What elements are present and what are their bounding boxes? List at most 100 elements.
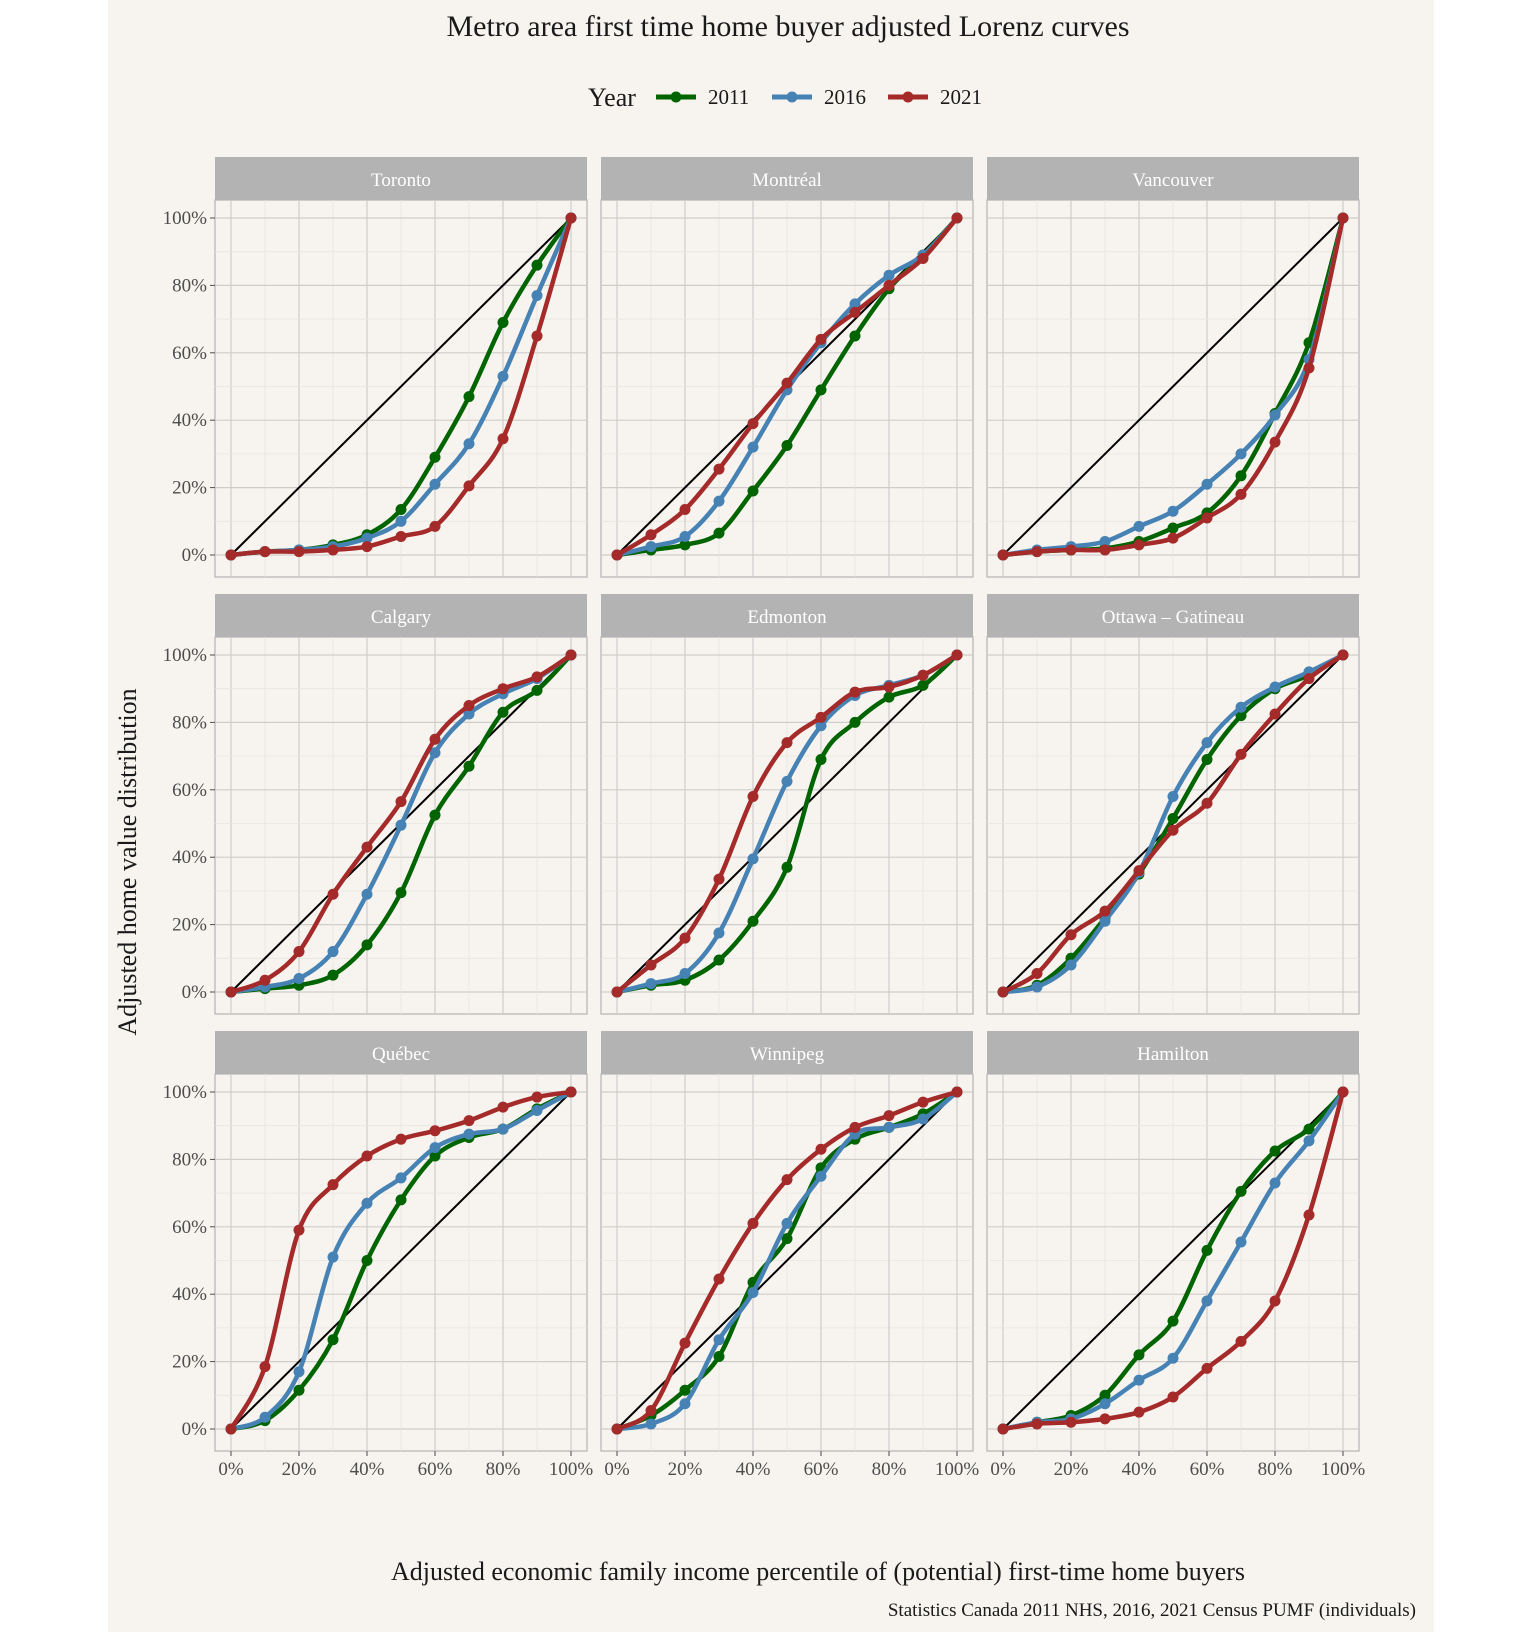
data-point	[327, 1251, 339, 1263]
x-tick-label: 80%	[1258, 1459, 1293, 1480]
data-point	[225, 1423, 237, 1435]
equality-line	[230, 217, 572, 556]
data-point	[917, 252, 929, 264]
data-point	[781, 1174, 793, 1186]
panel-grid	[601, 200, 973, 577]
data-point	[259, 1361, 271, 1373]
data-point	[531, 1105, 543, 1117]
data-point	[679, 504, 691, 516]
y-tick-label: 100%	[163, 1082, 208, 1103]
data-point	[463, 708, 475, 720]
panel-grid	[987, 1074, 1359, 1451]
x-tick-label: 40%	[736, 1459, 771, 1480]
data-point	[997, 986, 1009, 998]
data-point	[849, 716, 861, 728]
data-point	[1167, 791, 1179, 803]
data-point	[1099, 1413, 1111, 1425]
data-point	[713, 527, 725, 539]
y-tick-label: 20%	[172, 478, 207, 499]
data-point	[997, 549, 1009, 561]
y-tick-label: 80%	[172, 275, 207, 296]
y-tick-label: 100%	[163, 208, 208, 229]
data-point	[1099, 915, 1111, 927]
data-point	[781, 1217, 793, 1229]
data-point	[327, 888, 339, 900]
data-point	[1099, 1389, 1111, 1401]
data-point	[1065, 1416, 1077, 1428]
y-tick-label: 0%	[182, 982, 208, 1003]
data-point	[849, 298, 861, 310]
data-point	[679, 1384, 691, 1396]
data-point	[1031, 967, 1043, 979]
data-point	[429, 520, 441, 532]
data-point	[1065, 929, 1077, 941]
data-point	[645, 978, 657, 990]
y-tick-label: 80%	[172, 712, 207, 733]
data-point	[849, 1121, 861, 1133]
x-tick-label: 100%	[549, 1459, 594, 1480]
data-point	[815, 720, 827, 732]
facet-title: Winnipeg	[750, 1044, 825, 1065]
data-point	[713, 873, 725, 885]
data-point	[1167, 505, 1179, 517]
legend-entry-2011: 2011	[656, 85, 749, 109]
data-point	[679, 967, 691, 979]
data-point	[1167, 1352, 1179, 1364]
series-2021	[225, 212, 577, 561]
x-tick-label: 20%	[668, 1459, 703, 1480]
series-line-2021	[1000, 1089, 1346, 1432]
equality-line	[1002, 1091, 1344, 1430]
x-tick-label: 40%	[1122, 1459, 1157, 1480]
data-point	[713, 954, 725, 966]
facet-title: Toronto	[371, 170, 431, 191]
panel-grid	[215, 1074, 587, 1451]
legend-label: 2016	[824, 85, 866, 109]
x-tick-label: 0%	[604, 1459, 630, 1480]
data-point	[1031, 981, 1043, 993]
y-tick-label: 20%	[172, 1352, 207, 1373]
legend-key-point	[902, 91, 914, 103]
facet-québec: Québec 0% 20% 40% 60% 80% 100% 0% 20% 40% 60% 80% 10…	[163, 1031, 594, 1480]
data-point	[395, 819, 407, 831]
data-point	[531, 259, 543, 271]
data-point	[395, 504, 407, 516]
data-point	[225, 549, 237, 561]
series-line-2016	[1000, 215, 1346, 558]
data-point	[565, 212, 577, 224]
data-point	[1099, 1398, 1111, 1410]
data-point	[781, 377, 793, 389]
y-tick-label: 0%	[182, 1419, 208, 1440]
data-point	[395, 796, 407, 808]
facet-hamilton: Hamilton 0% 20% 40% 60% 80% 100%	[986, 1031, 1365, 1480]
chart-title: Metro area first time home buyer adjuste…	[446, 10, 1129, 43]
data-point	[225, 986, 237, 998]
data-point	[1303, 1135, 1315, 1147]
facet-title: Edmonton	[747, 607, 827, 628]
data-point	[1235, 488, 1247, 500]
data-point	[259, 546, 271, 558]
x-tick-label: 60%	[1190, 1459, 1225, 1480]
facet-edmonton: Edmonton	[600, 594, 974, 1015]
x-tick-label: 80%	[872, 1459, 907, 1480]
data-point	[1201, 512, 1213, 524]
data-point	[463, 438, 475, 450]
data-point	[565, 649, 577, 661]
x-tick-label: 60%	[418, 1459, 453, 1480]
equality-line	[1002, 217, 1344, 556]
data-point	[1133, 520, 1145, 532]
data-point	[1337, 212, 1349, 224]
data-point	[1099, 544, 1111, 556]
data-point	[1303, 362, 1315, 374]
data-point	[293, 973, 305, 985]
data-point	[293, 1384, 305, 1396]
series-2021	[997, 649, 1349, 998]
data-point	[361, 888, 373, 900]
data-point	[611, 549, 623, 561]
data-point	[815, 1170, 827, 1182]
data-point	[463, 700, 475, 712]
facet-strip	[987, 1031, 1359, 1074]
y-tick-label: 40%	[172, 410, 207, 431]
data-point	[395, 1194, 407, 1206]
data-point	[781, 775, 793, 787]
facet-panels: Toronto 0% 20% 40% 60% 80% 100% Montréal Vancouv…	[163, 157, 1365, 1480]
